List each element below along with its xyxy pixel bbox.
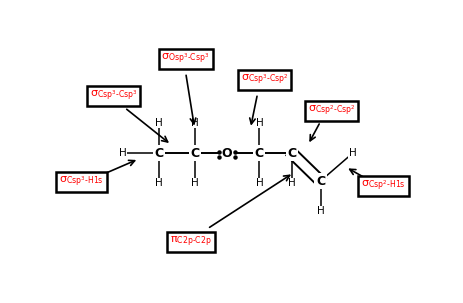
Text: H: H	[348, 148, 356, 158]
Text: $\mathsf{\sigma_{Csp^3\text{-}Csp^2}}$: $\mathsf{\sigma_{Csp^3\text{-}Csp^2}}$	[240, 72, 288, 87]
Text: C: C	[190, 147, 199, 159]
Text: H: H	[316, 206, 324, 216]
Text: O: O	[221, 147, 232, 159]
Text: C: C	[287, 147, 296, 159]
Text: $\mathsf{\sigma_{Csp^2\text{-}Csp^2}}$: $\mathsf{\sigma_{Csp^2\text{-}Csp^2}}$	[307, 104, 354, 118]
Text: C: C	[154, 147, 163, 159]
Text: $\mathsf{\pi_{C2p\text{-}C2p}}$: $\mathsf{\pi_{C2p\text{-}C2p}}$	[170, 235, 212, 249]
Text: $\mathsf{\sigma_{Csp^2\text{-}H1s}}$: $\mathsf{\sigma_{Csp^2\text{-}H1s}}$	[360, 178, 405, 193]
Text: H: H	[287, 178, 295, 188]
Text: C: C	[254, 147, 263, 159]
Text: C: C	[315, 175, 325, 188]
Text: H: H	[155, 178, 162, 188]
Text: H: H	[119, 148, 126, 158]
Text: $\mathsf{\sigma_{Osp^3\text{-}Csp^3}}$: $\mathsf{\sigma_{Osp^3\text{-}Csp^3}}$	[161, 51, 209, 66]
Text: H: H	[255, 178, 263, 188]
Text: $\mathsf{\sigma_{Csp^3\text{-}Csp^3}}$: $\mathsf{\sigma_{Csp^3\text{-}Csp^3}}$	[90, 89, 138, 103]
Text: $\mathsf{\sigma_{Csp^3\text{-}H1s}}$: $\mathsf{\sigma_{Csp^3\text{-}H1s}}$	[59, 175, 104, 189]
Text: H: H	[190, 118, 198, 128]
Text: H: H	[255, 118, 263, 128]
Text: H: H	[190, 178, 198, 188]
Text: H: H	[155, 118, 162, 128]
